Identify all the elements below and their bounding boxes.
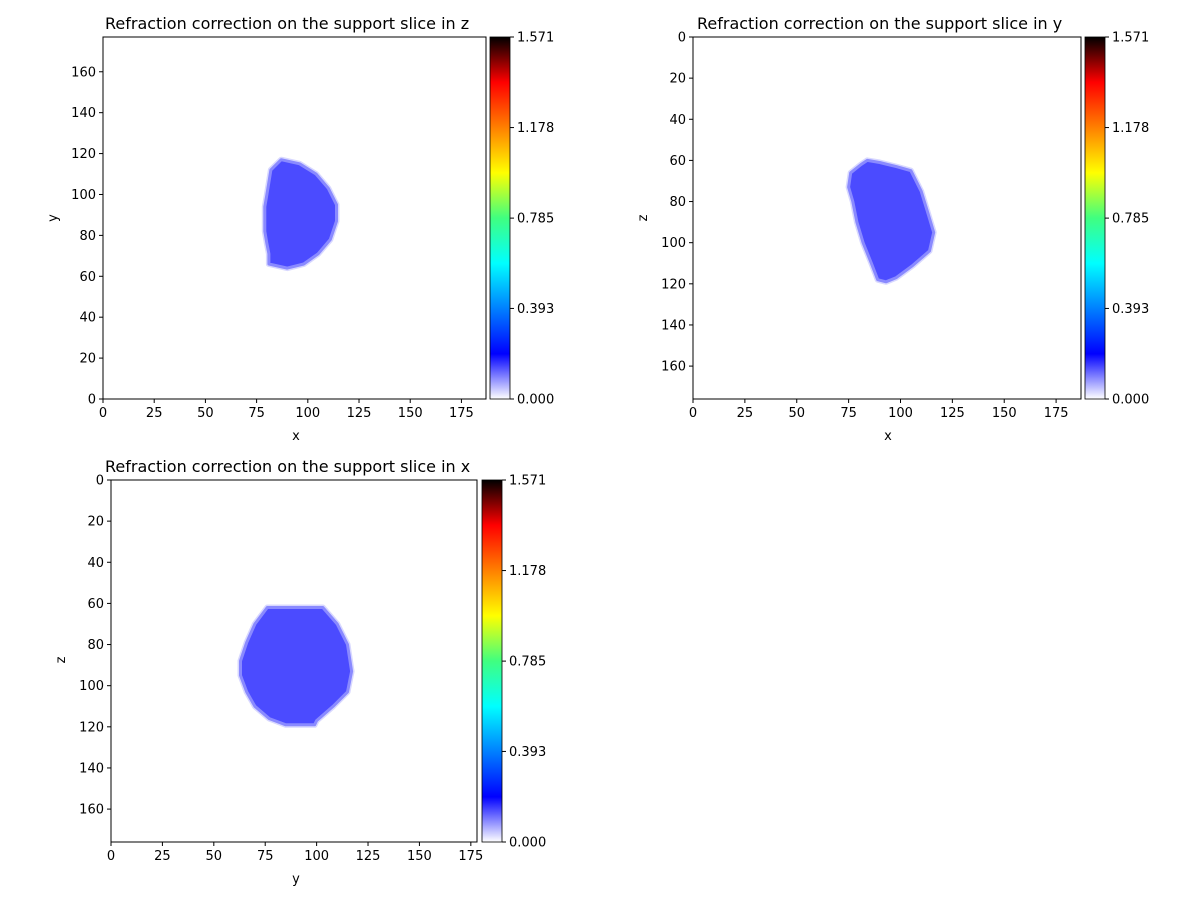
panel-slice-y: Refraction correction on the support sli… [636,14,1149,444]
colorbar-tick-label: 1.178 [1112,121,1149,136]
x-tick-label: 125 [347,406,372,421]
x-tick-label: 150 [398,406,423,421]
x-axis-label: x [292,429,300,444]
y-tick-label: 80 [669,195,686,210]
colorbar-tick-label: 0.785 [509,655,546,670]
panel-title: Refraction correction on the support sli… [105,457,470,476]
y-tick-label: 100 [79,679,104,694]
support-region [239,606,354,727]
panel-title: Refraction correction on the support sli… [697,14,1062,33]
x-tick-label: 150 [407,849,432,864]
y-tick-label: 120 [79,720,104,735]
x-tick-label: 100 [304,849,329,864]
x-tick-label: 50 [788,406,805,421]
y-tick-label: 20 [669,72,686,87]
colorbar-tick-label: 1.571 [509,474,546,489]
support-region [263,158,338,270]
colorbar-tick-label: 0.393 [509,745,546,760]
panel-slice-x: Refraction correction on the support sli… [54,457,546,887]
support-shape [845,157,937,285]
y-tick-label: 160 [661,360,686,375]
colorbar-tick-label: 0.785 [1112,212,1149,227]
y-axis: 0 20 40 60 80 100 120 140 160 [71,65,103,408]
colorbar-tick-label: 1.571 [517,31,554,46]
colorbar-tick-label: 0.393 [1112,302,1149,317]
y-tick-label: 0 [88,393,96,408]
x-tick-label: 150 [992,406,1017,421]
x-tick-label: 0 [689,406,697,421]
y-tick-label: 80 [87,638,104,653]
x-tick-label: 75 [257,849,274,864]
y-tick-label: 140 [71,106,96,121]
colorbar-tick-label: 1.178 [517,121,554,136]
x-tick-label: 125 [940,406,965,421]
x-tick-label: 100 [295,406,320,421]
colorbar-ticks: 0.000 0.393 0.785 1.178 1.571 [510,31,554,408]
colorbar-tick-label: 0.000 [1112,393,1149,408]
y-tick-label: 160 [71,65,96,80]
x-tick-label: 175 [449,406,474,421]
support-region [847,158,936,284]
colorbar-tick-label: 0.000 [517,393,554,408]
x-tick-label: 75 [840,406,857,421]
x-tick-label: 75 [248,406,265,421]
y-tick-label: 60 [669,154,686,169]
colorbar-tick-label: 0.000 [509,836,546,851]
y-tick-label: 80 [79,229,96,244]
y-tick-label: 20 [79,352,96,367]
y-tick-label: 120 [661,277,686,292]
colorbar [481,479,503,843]
colorbar [1084,36,1106,400]
y-axis-label: y [46,214,61,222]
x-axis: 0 25 50 75 100 125 150 175 [107,842,483,864]
colorbar-tick-label: 0.393 [517,302,554,317]
x-tick-label: 50 [206,849,223,864]
x-tick-label: 100 [888,406,913,421]
y-tick-label: 140 [661,318,686,333]
x-tick-label: 25 [154,849,171,864]
y-tick-label: 140 [79,761,104,776]
x-tick-label: 175 [458,849,483,864]
colorbar-tick-label: 1.571 [1112,31,1149,46]
x-tick-label: 0 [99,406,107,421]
y-tick-label: 60 [79,270,96,285]
x-tick-label: 50 [197,406,214,421]
y-tick-label: 120 [71,147,96,162]
x-axis: 0 25 50 75 100 125 150 175 [99,399,474,421]
y-axis: 0 20 40 60 80 100 120 140 160 [79,474,111,818]
y-tick-label: 40 [87,556,104,571]
x-tick-label: 175 [1044,406,1069,421]
x-axis-label: x [884,429,892,444]
y-tick-label: 0 [96,474,104,489]
y-tick-label: 40 [669,113,686,128]
x-tick-label: 0 [107,849,115,864]
y-tick-label: 100 [71,188,96,203]
y-tick-label: 20 [87,515,104,530]
colorbar-tick-label: 0.785 [517,212,554,227]
y-axis-label: z [636,214,651,221]
colorbar-ticks: 0.000 0.393 0.785 1.178 1.571 [1105,31,1149,408]
x-tick-label: 25 [737,406,754,421]
panel-slice-z: Refraction correction on the support sli… [46,14,554,444]
y-tick-label: 100 [661,236,686,251]
x-axis: 0 25 50 75 100 125 150 175 [689,399,1069,421]
y-tick-label: 0 [678,31,686,46]
y-axis: 0 20 40 60 80 100 120 140 160 [661,31,693,375]
x-tick-label: 125 [356,849,381,864]
support-shape [237,604,355,728]
colorbar [489,36,511,400]
y-axis-label: z [54,656,69,663]
support-shape [261,156,340,272]
y-tick-label: 60 [87,597,104,612]
x-axis-label: y [292,872,300,887]
y-tick-label: 160 [79,803,104,818]
colorbar-ticks: 0.000 0.393 0.785 1.178 1.571 [502,474,546,851]
colorbar-tick-label: 1.178 [509,564,546,579]
x-tick-label: 25 [146,406,163,421]
y-tick-label: 40 [79,311,96,326]
panel-title: Refraction correction on the support sli… [105,14,469,33]
